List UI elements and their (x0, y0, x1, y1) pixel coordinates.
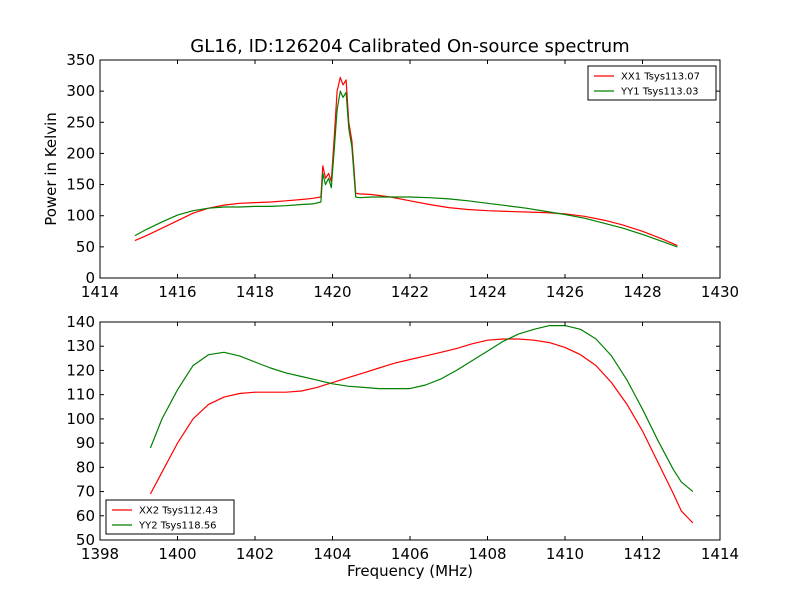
x-tick-label: 1428 (623, 283, 661, 301)
y-tick-label: 110 (66, 386, 95, 404)
x-tick-label: 1420 (313, 283, 351, 301)
series-line-2-1 (149, 338, 694, 524)
plots-container: 1414 1416 1418 1420 1422 1424 1426 1428 14300501… (42, 51, 739, 580)
x-tick-label: 1412 (623, 545, 661, 563)
x-tick-label: 1398 (81, 545, 119, 563)
subplot-2: 1398 1400 1402 1404 1406 1408 1410 1412 1414 50 60… (66, 313, 739, 580)
series-line-2-2 (149, 325, 694, 493)
legend: XX2 Tsys112.43 YY2 Tsys118.56 (105, 499, 235, 535)
y-tick-label: 50 (76, 531, 95, 549)
y-tick-label: 140 (66, 313, 95, 331)
y-tick-label: 100 (66, 410, 95, 428)
x-tick-label: 1406 (391, 545, 429, 563)
x-tick-label: 1408 (468, 545, 506, 563)
x-tick-label: 1414 (701, 545, 739, 563)
y-tick-label: 100 (66, 207, 95, 225)
x-tick-label: 1404 (313, 545, 351, 563)
y-tick-label: 250 (66, 113, 95, 131)
y-tick-label: 200 (66, 144, 95, 162)
x-tick-label: 1402 (236, 545, 274, 563)
y-tick-label: 70 (76, 483, 95, 501)
x-tick-label: 1422 (391, 283, 429, 301)
subplot-1: 1414 1416 1418 1420 1422 1424 1426 1428 1430 0 50 1… (42, 51, 739, 301)
x-tick-label: 1414 (81, 283, 119, 301)
x-tick-label: 1430 (701, 283, 739, 301)
legend-label: XX1 Tsys113.07 (621, 72, 700, 83)
x-tick-label: 1410 (546, 545, 584, 563)
legend-label: YY1 Tsys113.03 (620, 87, 699, 98)
x-tick-label: 1416 (158, 283, 196, 301)
y-tick-label: 350 (66, 51, 95, 69)
x-axis-label: Frequency (MHz) (347, 562, 473, 580)
y-tick-label: 50 (76, 238, 95, 256)
series-line-1-1 (134, 76, 678, 247)
y-tick-label: 300 (66, 82, 95, 100)
y-tick-label: 90 (76, 434, 95, 452)
figure-title: GL16, ID:126204 Calibrated On-source spe… (190, 36, 629, 57)
y-tick-label: 130 (66, 337, 95, 355)
series-line-1-2 (134, 90, 678, 248)
x-tick-label: 1400 (158, 545, 196, 563)
y-tick-label: 0 (85, 269, 95, 287)
x-tick-label: 1424 (468, 283, 506, 301)
legend-box (587, 65, 717, 101)
legend: XX1 Tsys113.07 YY1 Tsys113.03 (587, 65, 717, 101)
x-tick-label: 1426 (546, 283, 584, 301)
x-tick-label: 1418 (236, 283, 274, 301)
y-tick-label: 150 (66, 176, 95, 194)
y-tick-label: 120 (66, 361, 95, 379)
legend-box (105, 499, 235, 535)
y-axis-label: Power in Kelvin (42, 112, 60, 226)
y-tick-label: 60 (76, 507, 95, 525)
y-tick-label: 80 (76, 458, 95, 476)
legend-label: YY2 Tsys118.56 (138, 521, 217, 532)
legend-label: XX2 Tsys112.43 (139, 506, 218, 517)
